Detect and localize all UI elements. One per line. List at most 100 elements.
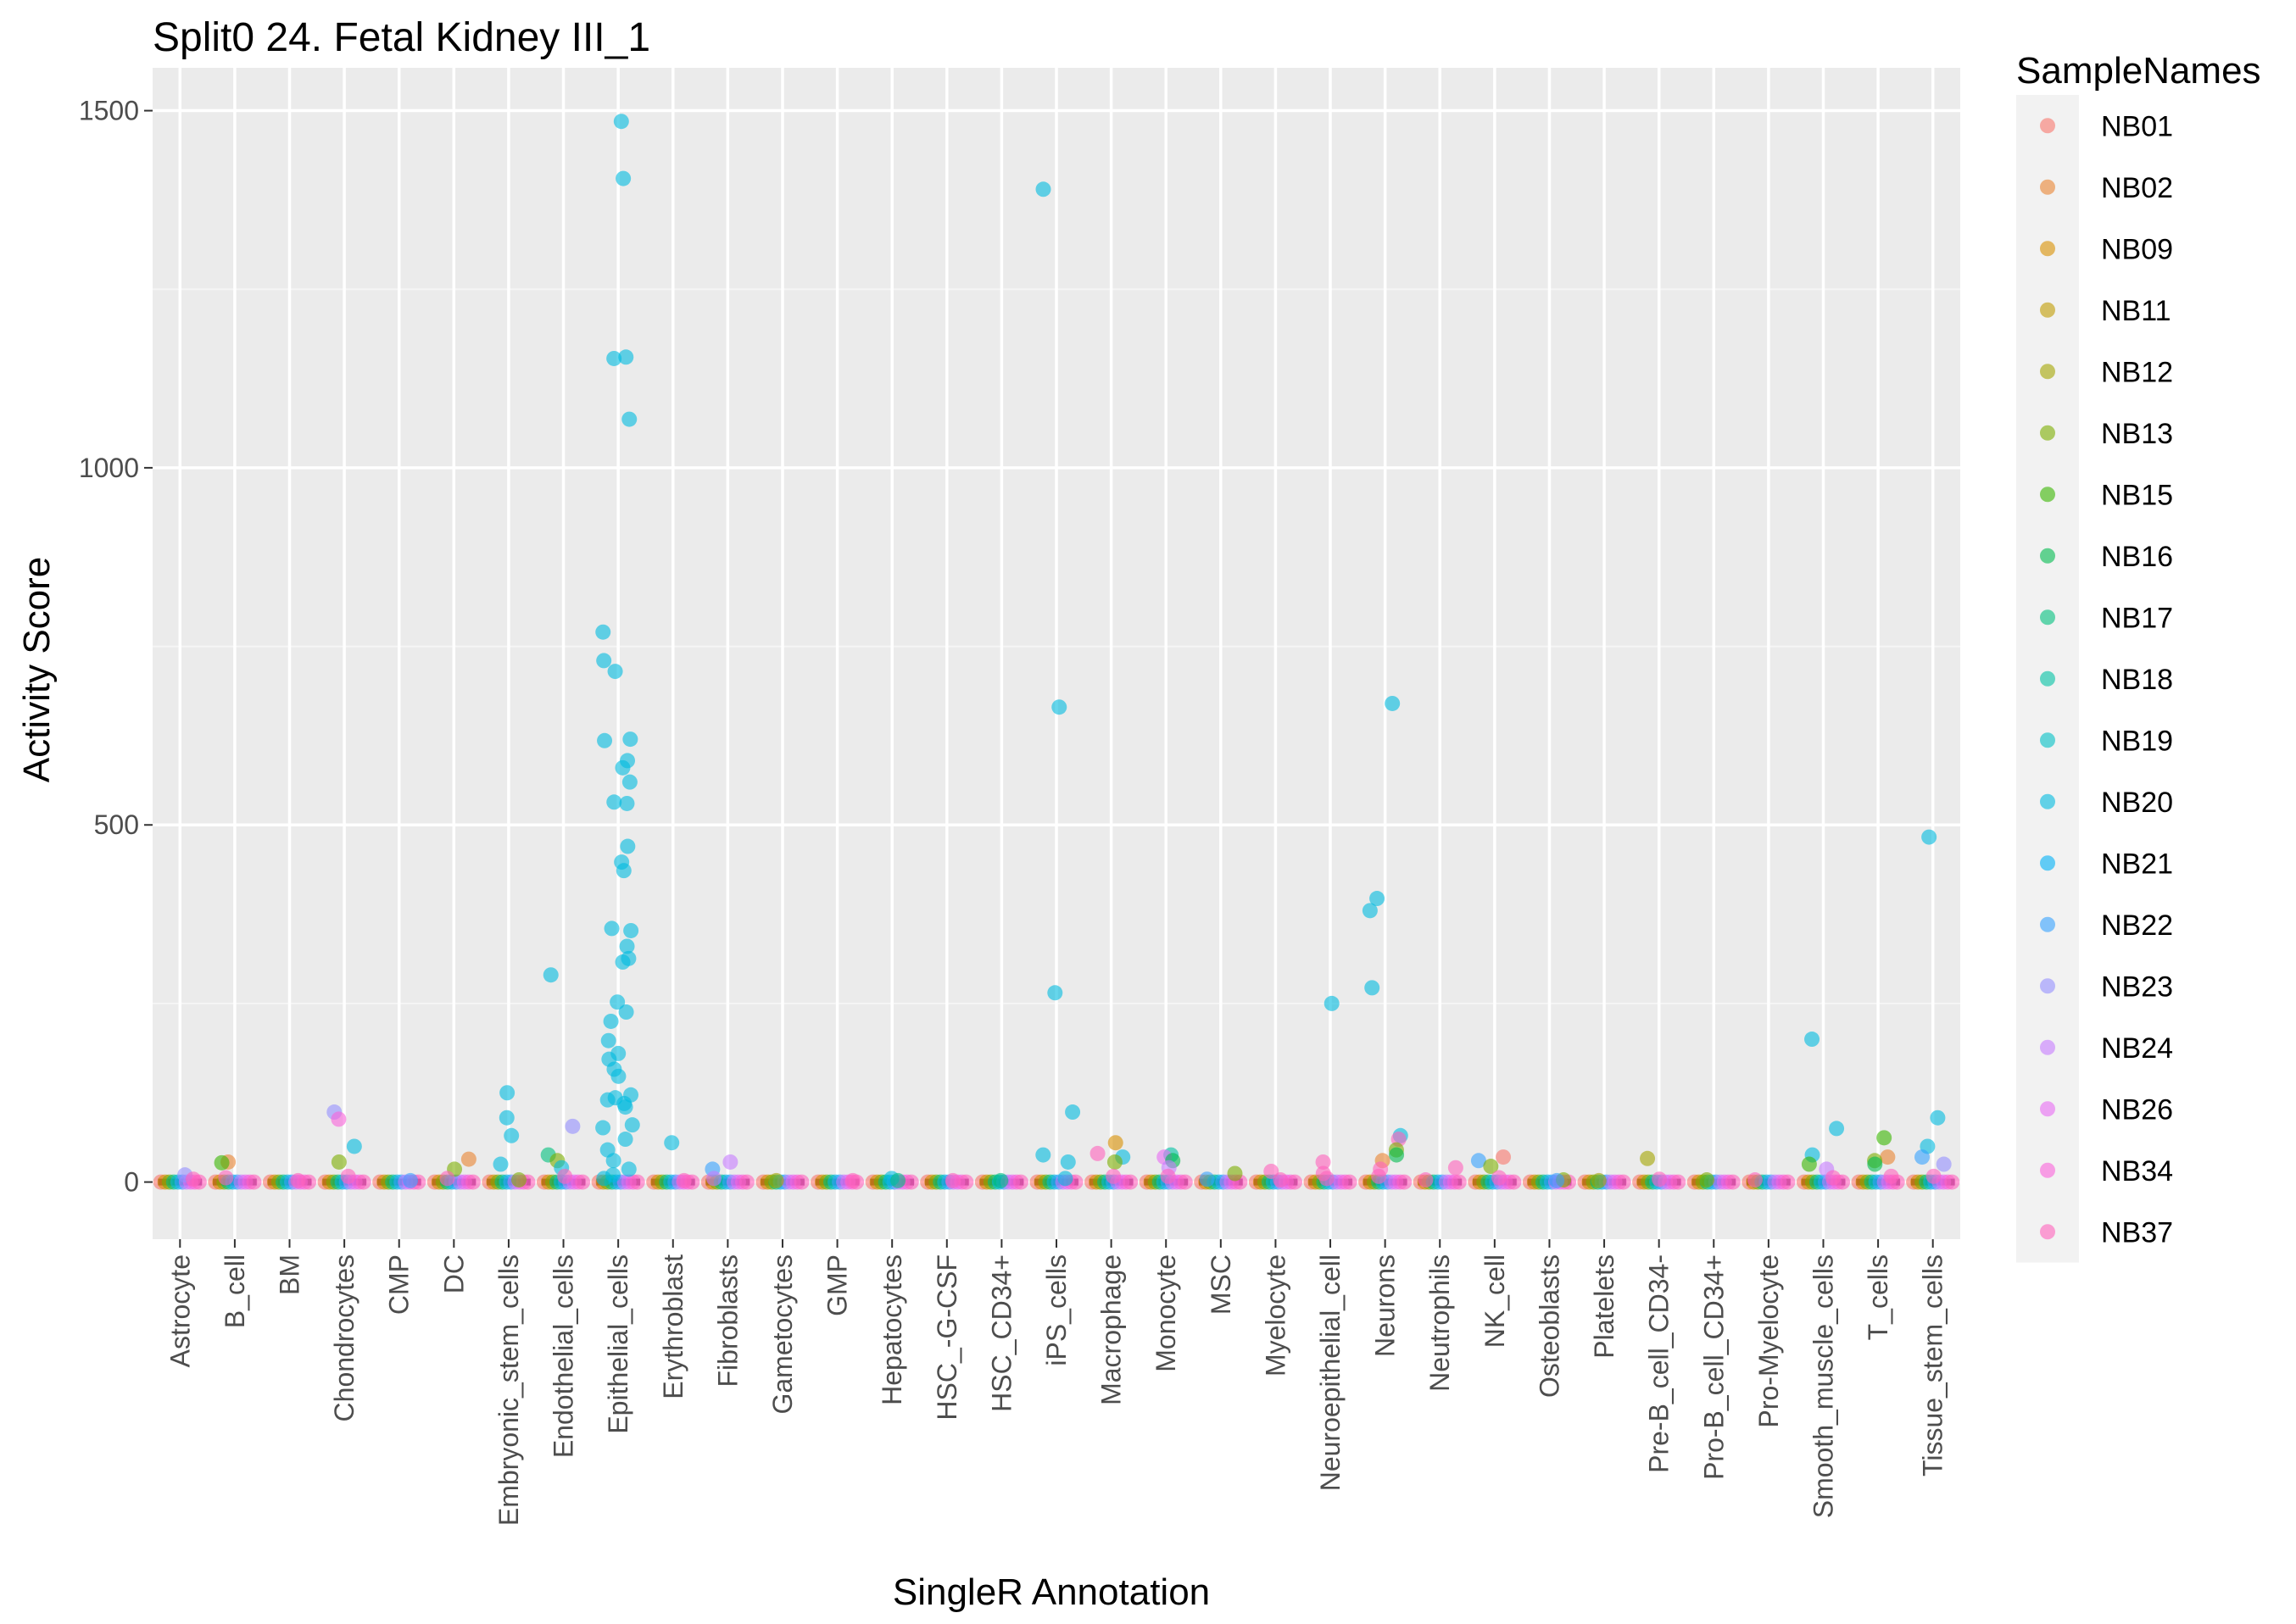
- data-point: [1013, 1174, 1029, 1190]
- data-point: [1199, 1171, 1215, 1187]
- legend-key: [2040, 609, 2055, 626]
- data-point: [945, 1172, 961, 1188]
- data-point: [214, 1154, 230, 1171]
- data-point: [565, 1118, 581, 1134]
- legend-title: SampleNames: [2016, 50, 2261, 92]
- x-tick-label: GMP: [822, 1254, 853, 1316]
- x-tick-label: Myelocyte: [1260, 1254, 1290, 1377]
- data-point: [1177, 1174, 1193, 1190]
- data-point: [1780, 1174, 1796, 1190]
- legend-key: [2040, 670, 2055, 687]
- x-tick-label: Osteoblasts: [1534, 1254, 1564, 1398]
- data-point: [1051, 699, 1067, 715]
- data-point: [1123, 1174, 1139, 1190]
- legend-entry-label: NB34: [2101, 1155, 2173, 1187]
- legend-key: [2040, 241, 2055, 257]
- data-point: [621, 411, 638, 427]
- data-point: [1057, 1171, 1073, 1187]
- x-tick-label: Embryonic_stem_cells: [493, 1254, 524, 1526]
- legend-entry-label: NB19: [2101, 725, 2173, 757]
- data-point: [676, 1172, 692, 1188]
- data-point: [185, 1171, 201, 1187]
- y-tick-labels: 0 500 1000 1500: [79, 96, 153, 1198]
- data-point: [439, 1171, 455, 1187]
- data-point: [1591, 1172, 1607, 1188]
- data-point: [1396, 1174, 1413, 1190]
- data-point: [1227, 1165, 1243, 1182]
- x-tick-label: Smooth_muscle_cells: [1808, 1254, 1838, 1518]
- data-point: [331, 1111, 347, 1127]
- x-tick-label: Fibroblasts: [712, 1254, 743, 1388]
- data-point: [511, 1172, 527, 1188]
- data-point: [1047, 985, 1063, 1001]
- data-point: [1699, 1172, 1715, 1188]
- data-point: [1549, 1172, 1565, 1188]
- legend-key: [2040, 793, 2055, 809]
- x-tick-label: Erythroblast: [658, 1254, 688, 1399]
- data-point: [621, 774, 638, 790]
- data-point: [993, 1172, 1009, 1188]
- data-point: [768, 1172, 784, 1188]
- legend-entry-label: NB37: [2101, 1216, 2173, 1249]
- data-point: [1506, 1174, 1522, 1190]
- x-tick-label: iPS_cells: [1041, 1254, 1072, 1366]
- x-tick-label: Neuroepithelial_cell: [1315, 1254, 1346, 1491]
- data-point: [218, 1170, 234, 1186]
- data-point: [1876, 1130, 1892, 1146]
- data-point: [1930, 1110, 1946, 1126]
- y-tick-label: 500: [94, 809, 139, 840]
- legend: SampleNames NB01 NB02 NB09 NB11 NB12 NB13 NB15…: [2016, 50, 2261, 1263]
- data-point: [504, 1127, 520, 1143]
- x-tick-label: BM: [275, 1254, 305, 1295]
- data-point: [1418, 1172, 1434, 1188]
- data-point: [844, 1172, 861, 1188]
- legend-entry-label: NB17: [2101, 602, 2173, 634]
- data-point: [618, 1004, 634, 1021]
- x-tick-label: Tissue_stem_cells: [1918, 1254, 1948, 1477]
- data-point: [610, 1068, 627, 1084]
- legend-entry-label: NB12: [2101, 356, 2173, 388]
- x-tick-label: Astrocyte: [164, 1254, 195, 1367]
- legend-entry-label: NB13: [2101, 418, 2173, 450]
- data-point: [619, 795, 635, 811]
- x-tick-label: Chondrocytes: [329, 1254, 359, 1421]
- data-point: [664, 1135, 680, 1151]
- y-tick-label: 0: [124, 1167, 139, 1198]
- data-point: [890, 1172, 906, 1188]
- data-point: [1035, 1147, 1051, 1163]
- data-point: [1106, 1168, 1122, 1184]
- data-point: [1315, 1154, 1331, 1170]
- legend-entry-label: NB22: [2101, 909, 2173, 942]
- data-point: [1483, 1159, 1499, 1175]
- data-point: [499, 1085, 515, 1101]
- data-point: [1273, 1172, 1289, 1188]
- data-point: [722, 1154, 738, 1170]
- data-point: [615, 954, 631, 971]
- data-point: [1491, 1170, 1507, 1186]
- x-axis-title: SingleR Annotation: [893, 1571, 1210, 1613]
- x-tick-label: Pro-B_cell_CD34+: [1698, 1254, 1729, 1480]
- data-point: [619, 938, 635, 954]
- legend-entry-label: NB26: [2101, 1093, 2173, 1126]
- legend-entry-label: NB11: [2101, 295, 2171, 327]
- data-point: [493, 1156, 509, 1172]
- data-point: [1883, 1168, 1899, 1184]
- data-point: [599, 1092, 616, 1108]
- legend-key: [2040, 364, 2055, 380]
- legend-key: [2040, 855, 2055, 871]
- data-point: [1160, 1168, 1176, 1184]
- plot-panel: [153, 68, 1960, 1239]
- data-point: [1364, 980, 1380, 996]
- legend-key: [2040, 1224, 2055, 1240]
- data-point: [1804, 1032, 1820, 1048]
- data-point: [705, 1171, 722, 1187]
- data-point: [603, 1013, 619, 1029]
- x-tick-label: Pre-B_cell_CD34-: [1644, 1254, 1675, 1473]
- data-point: [596, 1171, 612, 1187]
- legend-entry-label: NB15: [2101, 479, 2173, 511]
- data-point: [1725, 1174, 1741, 1190]
- data-point: [1324, 995, 1340, 1011]
- legend-key: [2040, 548, 2055, 564]
- legend-key: [2040, 179, 2055, 195]
- x-tick-label: NK_cell: [1480, 1254, 1510, 1348]
